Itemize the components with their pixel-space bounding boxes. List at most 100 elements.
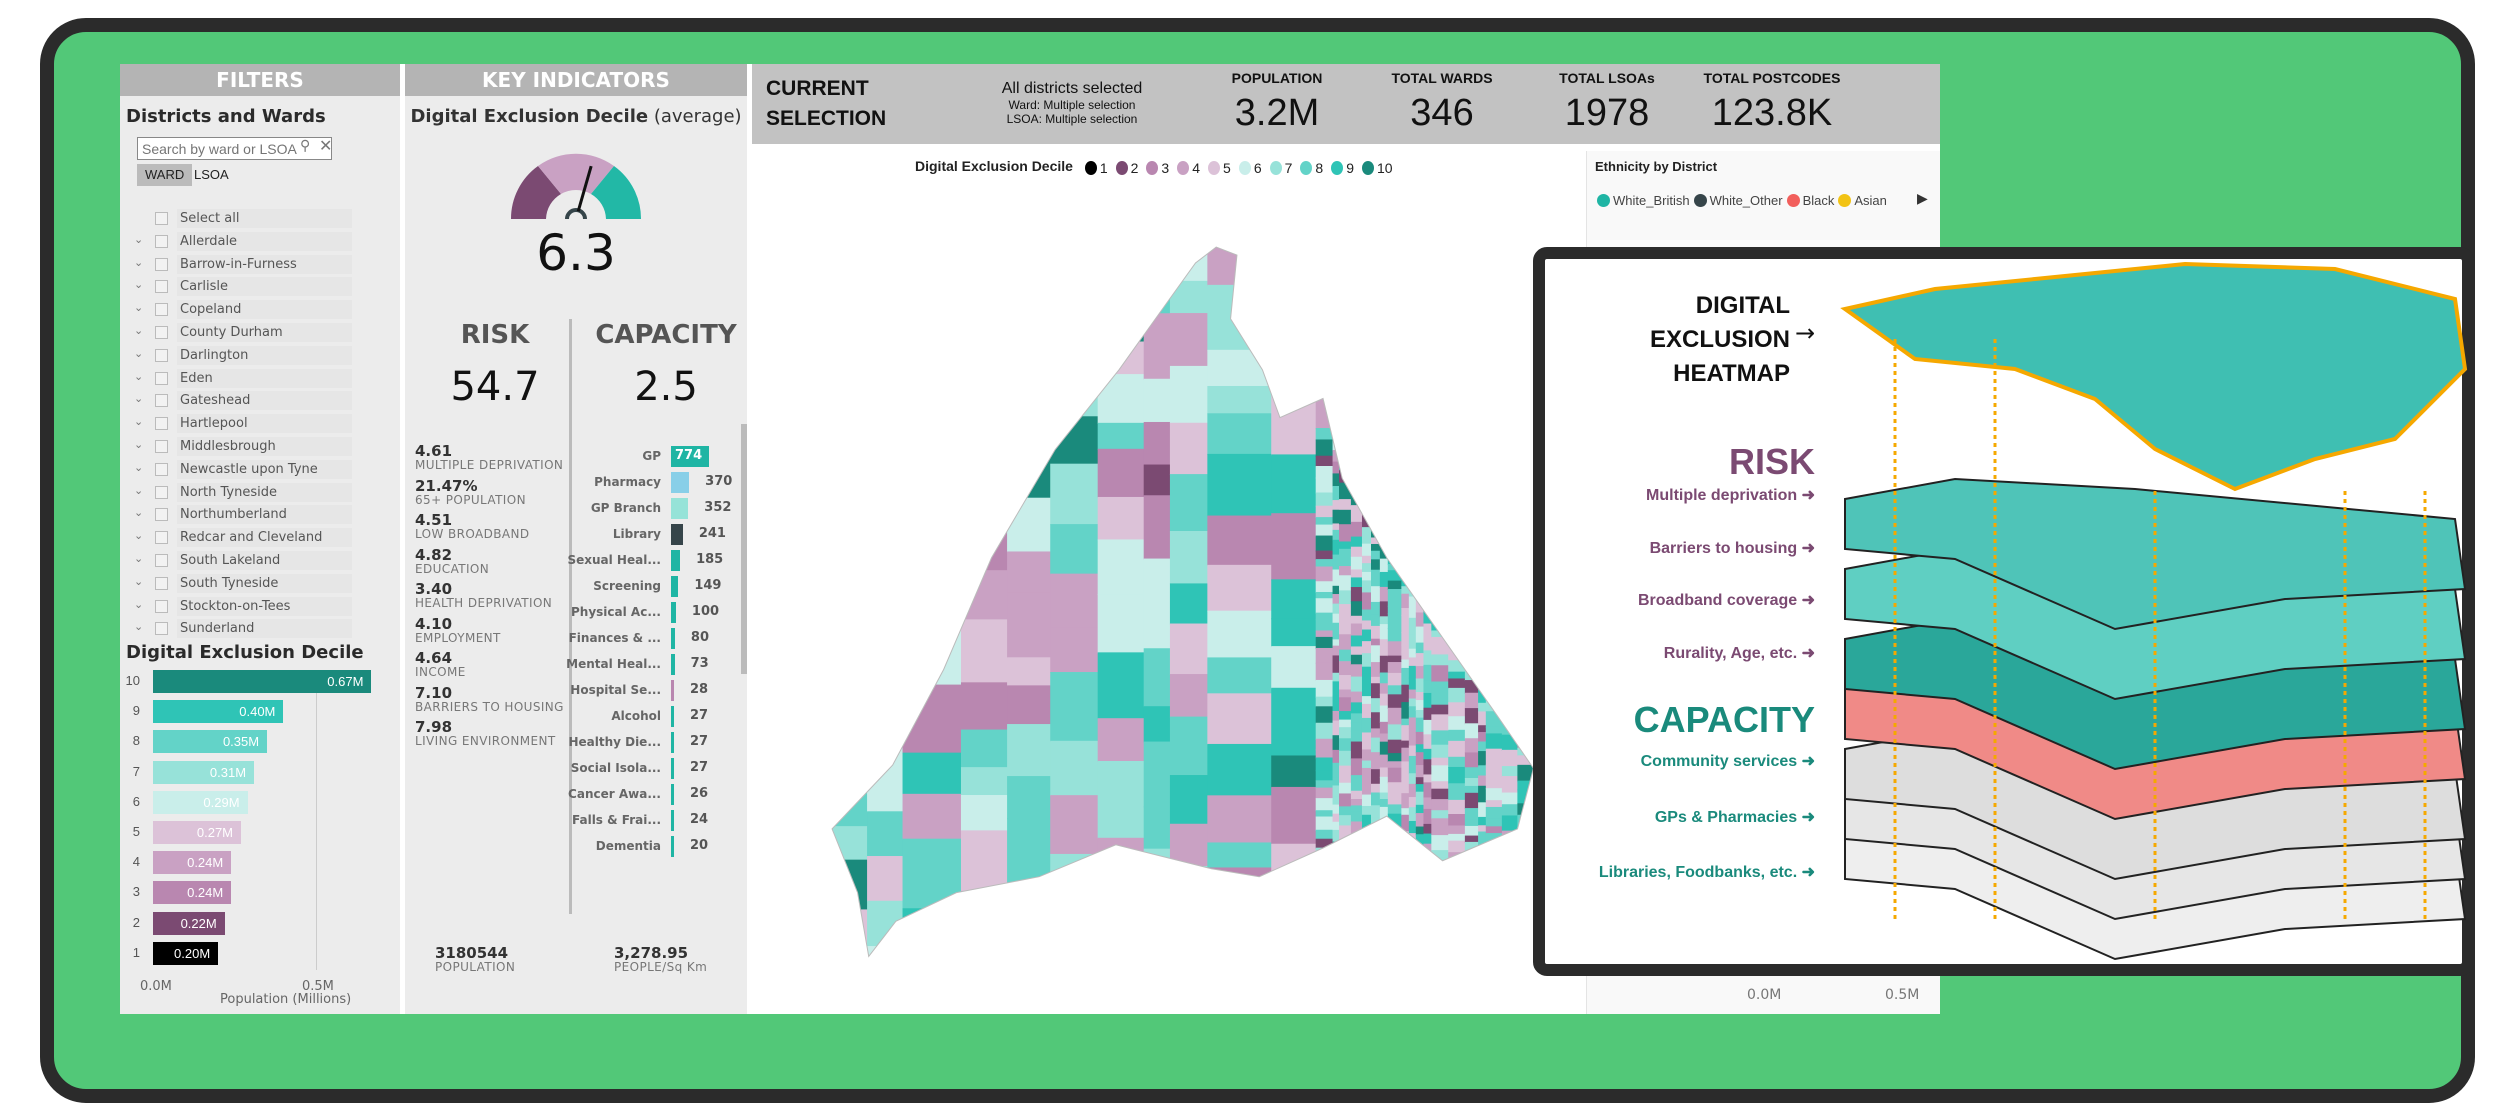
map-area[interactable] <box>1401 632 1410 646</box>
map-area[interactable] <box>1423 680 1433 694</box>
map-area[interactable] <box>1315 535 1334 552</box>
filter-item[interactable]: ⌄ Allerdale <box>130 231 355 252</box>
map-area[interactable] <box>1387 804 1403 815</box>
map-area[interactable] <box>1271 618 1317 648</box>
map-area[interactable] <box>1415 813 1425 828</box>
ethnicity-legend-entry[interactable]: White_British <box>1593 192 1690 208</box>
map-area[interactable] <box>1379 721 1389 735</box>
map-area[interactable] <box>1143 741 1171 808</box>
map-area[interactable] <box>1169 531 1209 585</box>
map-area[interactable] <box>1431 835 1450 852</box>
map-area[interactable] <box>1315 598 1334 614</box>
filter-item[interactable]: ⌄ County Durham <box>130 323 355 343</box>
map-area[interactable] <box>1332 486 1341 502</box>
map-area[interactable] <box>1350 569 1363 579</box>
map-area[interactable] <box>1415 777 1425 786</box>
map-area[interactable] <box>1350 775 1363 792</box>
capacity-item[interactable]: Screening 149 <box>551 576 813 598</box>
map-area[interactable] <box>1271 513 1317 581</box>
map-area[interactable] <box>1361 760 1372 769</box>
map-area[interactable] <box>1097 496 1145 541</box>
map-area[interactable] <box>1361 563 1372 573</box>
map-area[interactable] <box>1315 477 1334 494</box>
capacity-item[interactable]: Mental Heal... 73 <box>551 654 813 676</box>
map-area[interactable] <box>1379 672 1389 685</box>
scrollbar[interactable] <box>741 424 747 674</box>
map-area[interactable] <box>1431 665 1450 683</box>
map-area[interactable] <box>1339 524 1352 543</box>
chevron-down-icon[interactable]: ⌄ <box>134 369 144 383</box>
map-area[interactable] <box>1464 767 1480 780</box>
map-area[interactable] <box>1332 777 1341 787</box>
map-area[interactable] <box>1361 749 1372 762</box>
map-area[interactable] <box>1350 676 1363 693</box>
filter-item[interactable]: ⌄ Hartlepool <box>130 414 355 434</box>
map-area[interactable] <box>1097 652 1145 720</box>
map-area[interactable] <box>1478 741 1487 753</box>
map-area[interactable] <box>1408 706 1417 719</box>
chevron-down-icon[interactable]: ⌄ <box>134 574 144 588</box>
map-area[interactable] <box>1332 720 1341 737</box>
map-area[interactable] <box>1339 626 1352 636</box>
map-area[interactable] <box>1143 558 1171 609</box>
map-area[interactable] <box>1143 607 1171 650</box>
map-area[interactable] <box>1370 676 1381 685</box>
map-area[interactable] <box>867 856 904 902</box>
map-area[interactable] <box>1315 798 1334 812</box>
chevron-down-icon[interactable]: ⌄ <box>134 346 144 360</box>
map-area[interactable] <box>1207 743 1273 797</box>
checkbox[interactable] <box>155 531 168 545</box>
map-area[interactable] <box>1350 521 1363 538</box>
map-area[interactable] <box>1401 740 1410 749</box>
map-area[interactable] <box>1332 672 1341 683</box>
map-area[interactable] <box>1050 573 1099 629</box>
filter-item[interactable]: ⌄ Gateshead <box>130 391 355 411</box>
map-area[interactable] <box>1423 833 1433 845</box>
map-area[interactable] <box>1448 825 1466 835</box>
map-area[interactable] <box>1370 712 1381 730</box>
map-area[interactable] <box>1370 559 1381 571</box>
map-area[interactable] <box>1464 778 1480 787</box>
filter-item[interactable]: ⌄ Copeland <box>130 300 355 320</box>
map-area[interactable] <box>1315 619 1334 632</box>
chevron-down-icon[interactable]: ⌄ <box>134 324 144 337</box>
map-area[interactable] <box>1350 811 1363 823</box>
bar[interactable]: 0.31M <box>153 760 255 784</box>
map-area[interactable] <box>1271 687 1317 757</box>
chevron-down-icon[interactable]: ⌄ <box>134 438 144 451</box>
map-area[interactable] <box>1387 589 1403 607</box>
map-area[interactable] <box>1361 673 1372 691</box>
map-area[interactable] <box>1387 662 1403 674</box>
chevron-down-icon[interactable]: ⌄ <box>134 552 144 565</box>
map-area[interactable] <box>1143 421 1171 466</box>
capacity-item[interactable]: Physical Ac... 100 <box>551 602 813 624</box>
map-area[interactable] <box>1423 707 1433 721</box>
checkbox[interactable] <box>155 280 168 294</box>
map-area[interactable] <box>1370 737 1381 754</box>
map-area[interactable] <box>1415 700 1425 711</box>
map-area[interactable] <box>1339 689 1352 699</box>
map-area[interactable] <box>1207 657 1273 695</box>
map-area[interactable] <box>1050 627 1099 674</box>
map-area[interactable] <box>1478 765 1487 777</box>
map-area[interactable] <box>1423 808 1433 825</box>
map-area[interactable] <box>1332 710 1341 722</box>
map-area[interactable] <box>1332 622 1341 641</box>
chevron-down-icon[interactable]: ⌄ <box>134 278 144 292</box>
map-area[interactable] <box>1408 728 1417 747</box>
map-area[interactable] <box>1415 626 1425 644</box>
map-area[interactable] <box>1007 685 1052 726</box>
map-area[interactable] <box>1339 765 1352 777</box>
chevron-down-icon[interactable]: ⌄ <box>134 460 144 474</box>
search-input[interactable] <box>137 137 332 160</box>
map-area[interactable] <box>1143 806 1171 850</box>
map-area[interactable] <box>1408 677 1417 691</box>
legend-entry[interactable]: 1 <box>1077 159 1108 176</box>
map-area[interactable] <box>1271 786 1317 845</box>
map-area[interactable] <box>1408 783 1417 799</box>
map-area[interactable] <box>1408 648 1417 659</box>
map-area[interactable] <box>1431 681 1450 692</box>
map-area[interactable] <box>1332 762 1341 779</box>
map-area[interactable] <box>1097 448 1145 498</box>
map-area[interactable] <box>1431 690 1450 706</box>
